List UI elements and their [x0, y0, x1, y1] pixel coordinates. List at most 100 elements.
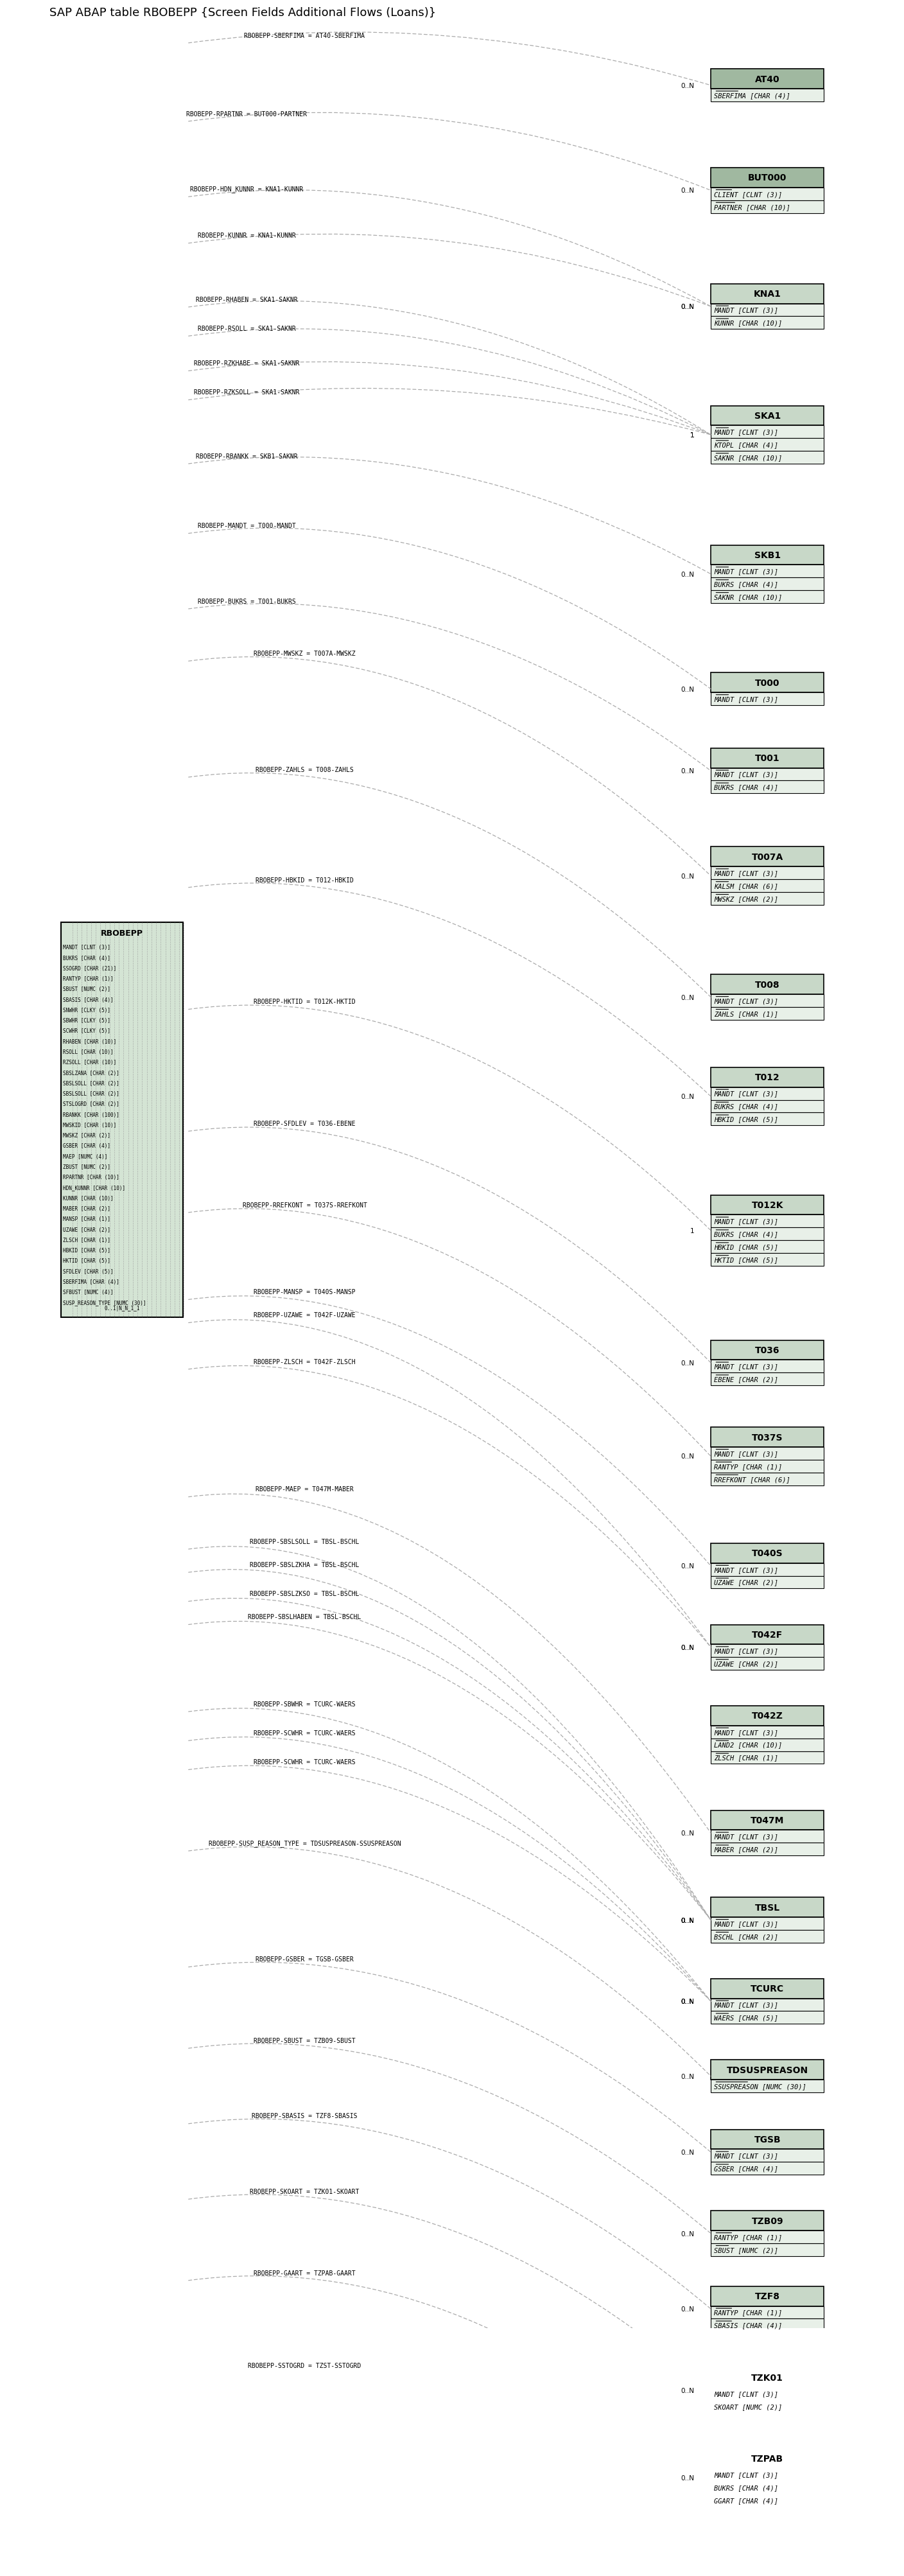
Text: SSOGRD [CHAR (21)]: SSOGRD [CHAR (21)] — [63, 966, 117, 971]
Text: RBOBEPP-SCWHR = TCURC-WAERS: RBOBEPP-SCWHR = TCURC-WAERS — [254, 1759, 355, 1765]
Text: 0..N: 0..N — [681, 2148, 694, 2156]
FancyBboxPatch shape — [711, 167, 824, 188]
Text: 0..N: 0..N — [681, 1360, 694, 1365]
Text: T008: T008 — [755, 981, 780, 989]
FancyBboxPatch shape — [711, 2130, 824, 2148]
Text: RBOBEPP-RSOLL = SKA1-SAKNR: RBOBEPP-RSOLL = SKA1-SAKNR — [198, 325, 296, 332]
Text: RANTYP [CHAR (1)]: RANTYP [CHAR (1)] — [714, 1463, 783, 1468]
Text: PARTNER [CHAR (10)]: PARTNER [CHAR (10)] — [714, 204, 790, 211]
Text: 0..1|N_N_1_1: 0..1|N_N_1_1 — [104, 1306, 139, 1311]
Text: BUKRS [CHAR (4)]: BUKRS [CHAR (4)] — [714, 783, 778, 791]
FancyBboxPatch shape — [711, 1360, 824, 1373]
Text: SAKNR [CHAR (10)]: SAKNR [CHAR (10)] — [714, 453, 783, 461]
FancyBboxPatch shape — [711, 2210, 824, 2231]
Text: RBOBEPP-SBASIS = TZF8-SBASIS: RBOBEPP-SBASIS = TZF8-SBASIS — [252, 2112, 357, 2120]
Text: 0..N: 0..N — [681, 304, 694, 309]
Text: 0..N: 0..N — [681, 82, 694, 90]
Text: RBANKK [CHAR (100)]: RBANKK [CHAR (100)] — [63, 1113, 119, 1118]
Text: UZAWE [CHAR (2)]: UZAWE [CHAR (2)] — [714, 1662, 778, 1667]
Text: RANTYP [CHAR (1)]: RANTYP [CHAR (1)] — [63, 976, 114, 981]
Text: SBUST [NUMC (2)]: SBUST [NUMC (2)] — [714, 2246, 778, 2254]
Text: TZPAB: TZPAB — [751, 2455, 784, 2463]
Text: RBOBEPP-SKOART = TZK01-SKOART: RBOBEPP-SKOART = TZK01-SKOART — [250, 2187, 359, 2195]
Text: SFBUST [NUMC (4)]: SFBUST [NUMC (4)] — [63, 1291, 114, 1296]
FancyBboxPatch shape — [711, 201, 824, 214]
FancyBboxPatch shape — [711, 1255, 824, 1267]
Text: TZK01: TZK01 — [751, 2372, 784, 2383]
FancyBboxPatch shape — [711, 878, 824, 891]
Text: 0..N: 0..N — [681, 188, 694, 193]
Text: T040S: T040S — [752, 1548, 783, 1558]
FancyBboxPatch shape — [711, 2494, 824, 2506]
Text: MANDT [CLNT (3)]: MANDT [CLNT (3)] — [714, 2391, 778, 2396]
FancyBboxPatch shape — [711, 2468, 824, 2481]
Text: GGART [CHAR (4)]: GGART [CHAR (4)] — [714, 2496, 778, 2504]
Text: AT40: AT40 — [755, 75, 780, 85]
Text: MANDT [CLNT (3)]: MANDT [CLNT (3)] — [714, 770, 778, 778]
Text: 0..N: 0..N — [681, 1917, 694, 1924]
Text: MANDT [CLNT (3)]: MANDT [CLNT (3)] — [714, 2470, 778, 2478]
Text: ZLSCH [CHAR (1)]: ZLSCH [CHAR (1)] — [714, 1754, 778, 1762]
Text: WAERS [CHAR (5)]: WAERS [CHAR (5)] — [714, 2014, 778, 2020]
Text: TGSB: TGSB — [754, 2136, 781, 2143]
Text: SAP ABAP table RBOBEPP {Screen Fields Additional Flows (Loans)}: SAP ABAP table RBOBEPP {Screen Fields Ad… — [50, 8, 436, 18]
Text: TCURC: TCURC — [750, 1984, 784, 1994]
FancyBboxPatch shape — [711, 2388, 824, 2401]
Text: TZF8: TZF8 — [755, 2293, 780, 2300]
Text: TZB09: TZB09 — [751, 2215, 783, 2226]
FancyBboxPatch shape — [711, 1448, 824, 1461]
Text: MANDT [CLNT (3)]: MANDT [CLNT (3)] — [714, 871, 778, 876]
Text: MANDT [CLNT (3)]: MANDT [CLNT (3)] — [63, 945, 111, 951]
FancyBboxPatch shape — [711, 994, 824, 1007]
Text: 0..N: 0..N — [681, 2476, 694, 2481]
FancyBboxPatch shape — [711, 1473, 824, 1486]
Text: ZBUST [NUMC (2)]: ZBUST [NUMC (2)] — [63, 1164, 111, 1170]
Text: MWSKZ [CHAR (2)]: MWSKZ [CHAR (2)] — [714, 896, 778, 902]
Text: 0..N: 0..N — [681, 768, 694, 775]
FancyBboxPatch shape — [711, 2231, 824, 2244]
Text: RBOBEPP-BUKRS = T001-BUKRS: RBOBEPP-BUKRS = T001-BUKRS — [198, 598, 296, 605]
Text: CLIENT [CLNT (3)]: CLIENT [CLNT (3)] — [714, 191, 783, 198]
FancyBboxPatch shape — [711, 1229, 824, 1242]
Text: RBOBEPP-SBSLZKHA = TBSL-BSCHL: RBOBEPP-SBSLZKHA = TBSL-BSCHL — [250, 1561, 359, 1569]
Text: T001: T001 — [755, 755, 780, 762]
FancyBboxPatch shape — [711, 317, 824, 330]
FancyBboxPatch shape — [711, 2012, 824, 2025]
Text: RBOBEPP-RZKSOLL = SKA1-SAKNR: RBOBEPP-RZKSOLL = SKA1-SAKNR — [193, 389, 299, 397]
Text: RBOBEPP-SBERFIMA = AT40-SBERFIMA: RBOBEPP-SBERFIMA = AT40-SBERFIMA — [244, 33, 365, 39]
Text: RBOBEPP-GAART = TZPAB-GAART: RBOBEPP-GAART = TZPAB-GAART — [254, 2269, 355, 2275]
Text: TBSL: TBSL — [755, 1904, 780, 1911]
Text: SBUST [NUMC (2)]: SBUST [NUMC (2)] — [63, 987, 111, 992]
Text: MANDT [CLNT (3)]: MANDT [CLNT (3)] — [714, 569, 778, 574]
Text: MANDT [CLNT (3)]: MANDT [CLNT (3)] — [714, 1728, 778, 1736]
Text: T007A: T007A — [751, 853, 783, 860]
Text: RBOBEPP-RREFKONT = T037S-RREFKONT: RBOBEPP-RREFKONT = T037S-RREFKONT — [242, 1203, 367, 1208]
FancyBboxPatch shape — [711, 2079, 824, 2092]
Text: RZSOLL [CHAR (10)]: RZSOLL [CHAR (10)] — [63, 1059, 117, 1066]
FancyBboxPatch shape — [711, 1999, 824, 2012]
Text: T012: T012 — [755, 1074, 780, 1082]
Text: HKTID [CHAR (5)]: HKTID [CHAR (5)] — [714, 1257, 778, 1262]
Text: 0..N: 0..N — [681, 1564, 694, 1569]
FancyBboxPatch shape — [711, 2450, 824, 2468]
Text: 0..N: 0..N — [681, 1917, 694, 1924]
FancyBboxPatch shape — [711, 1007, 824, 1020]
FancyBboxPatch shape — [711, 1625, 824, 1643]
FancyBboxPatch shape — [711, 1811, 824, 1829]
Text: RBOBEPP-RPARTNR = BUT000-PARTNER: RBOBEPP-RPARTNR = BUT000-PARTNER — [186, 111, 307, 118]
FancyBboxPatch shape — [711, 781, 824, 793]
FancyBboxPatch shape — [711, 451, 824, 464]
Text: 0..N: 0..N — [681, 1453, 694, 1461]
Text: T012K: T012K — [751, 1200, 783, 1211]
Text: KALSM [CHAR (6)]: KALSM [CHAR (6)] — [714, 884, 778, 889]
Text: HBKID [CHAR (5)]: HBKID [CHAR (5)] — [714, 1115, 778, 1123]
Text: SBSLZANA [CHAR (2)]: SBSLZANA [CHAR (2)] — [63, 1069, 119, 1077]
Text: RBOBEPP-SCWHR = TCURC-WAERS: RBOBEPP-SCWHR = TCURC-WAERS — [254, 1728, 355, 1736]
FancyBboxPatch shape — [711, 1577, 824, 1589]
Text: BUKRS [CHAR (4)]: BUKRS [CHAR (4)] — [714, 1103, 778, 1110]
Text: 0..N: 0..N — [681, 685, 694, 693]
Text: 0..N: 0..N — [681, 1643, 694, 1651]
Text: SBASIS [CHAR (4)]: SBASIS [CHAR (4)] — [714, 2321, 783, 2329]
Text: HBKID [CHAR (5)]: HBKID [CHAR (5)] — [63, 1247, 111, 1255]
Text: RBOBEPP-ZAHLS = T008-ZAHLS: RBOBEPP-ZAHLS = T008-ZAHLS — [256, 768, 353, 773]
